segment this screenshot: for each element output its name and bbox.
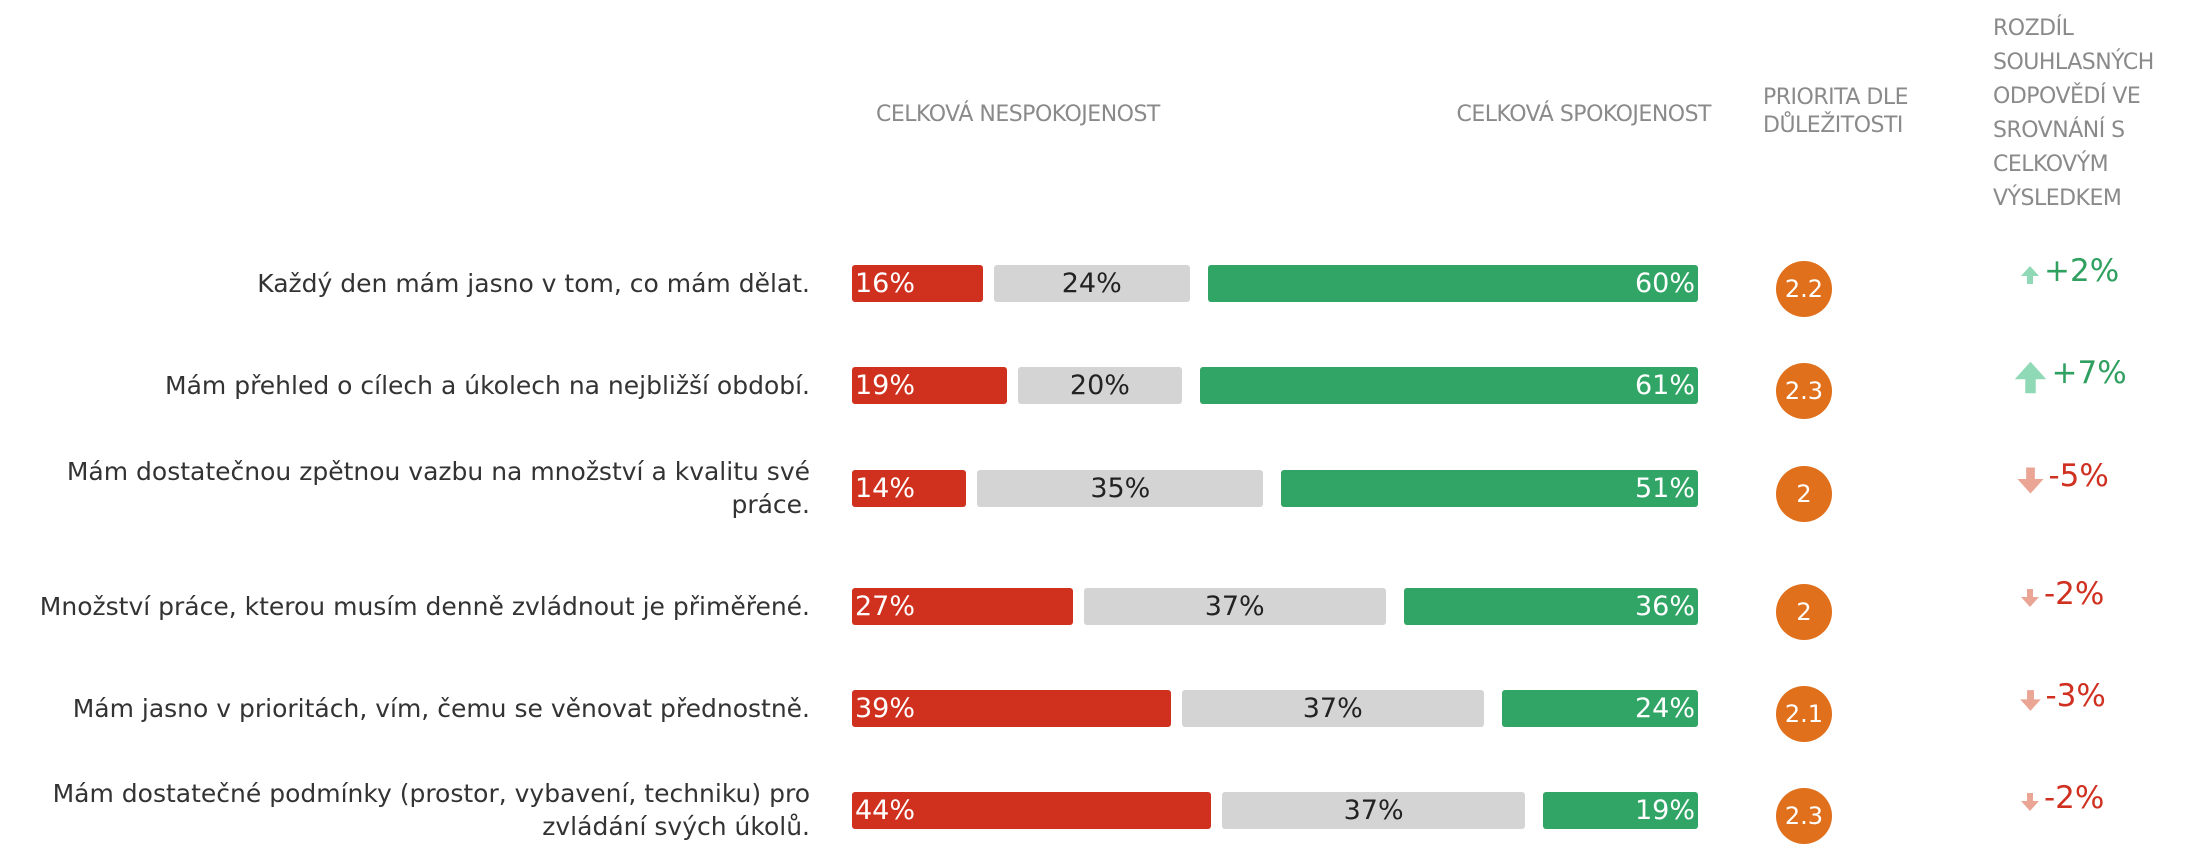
arrow-shape [2019, 689, 2041, 711]
bar-segment: 37% [1222, 792, 1525, 829]
row-label: Množství práce, kterou musím denně zvlád… [39, 591, 810, 621]
bar-segment: 39% [852, 690, 1171, 727]
arrow-shape [2014, 361, 2046, 393]
bar-segment: 27% [852, 588, 1073, 625]
priority-badge: 2.2 [1776, 261, 1832, 317]
bar-segment: 14% [852, 470, 967, 507]
arrow-shape [2021, 793, 2039, 811]
bar-segment: 35% [977, 470, 1264, 507]
header: CELKOVÁ NESPOKOJENOST [876, 102, 1160, 127]
bar-segment: 19% [852, 367, 1008, 404]
row-label: Mám dostatečné podmínky (prostor, vybave… [52, 779, 810, 841]
bar-segment: 16% [852, 265, 983, 302]
row-label: Mám přehled o cílech a úkolech na nejbli… [165, 370, 810, 400]
difference-arrow [2014, 361, 2046, 393]
difference-label: +7% [2051, 355, 2127, 391]
header: PRIORITA DLE DŮLEŽITOSTI [1763, 85, 1909, 138]
priority-badge: 2 [1776, 466, 1832, 522]
difference-label: -5% [2048, 458, 2109, 494]
bar-segment: 24% [1501, 690, 1698, 727]
bar-segment: 44% [852, 792, 1212, 829]
bar-segment: 60% [1207, 265, 1698, 302]
bar-segment: 37% [1083, 588, 1386, 625]
priority-badge: 2.3 [1776, 788, 1832, 844]
row-label: Mám jasno v prioritách, vím, čemu se věn… [72, 693, 810, 723]
difference-arrow [2021, 589, 2039, 607]
bar-segment: 24% [993, 265, 1190, 302]
difference-arrow [2021, 266, 2039, 284]
arrow-shape [2016, 466, 2044, 494]
bar-segment: 37% [1181, 690, 1484, 727]
difference-label: -3% [2045, 678, 2106, 714]
header: ROZDÍL SOUHLASNÝCH ODPOVĚDÍ VE SROVNÁNÍ … [1993, 16, 2154, 211]
header: CELKOVÁ SPOKOJENOST [1456, 102, 1711, 127]
difference-arrow [2016, 466, 2044, 494]
priority-badge: 2 [1776, 584, 1832, 640]
difference-label: -2% [2044, 780, 2105, 816]
priority-badge: 2.3 [1776, 363, 1832, 419]
bar-segment: 19% [1542, 792, 1698, 829]
difference-label: +2% [2044, 253, 2120, 289]
difference-arrow [2019, 689, 2041, 711]
difference-label: -2% [2044, 576, 2105, 612]
arrow-shape [2021, 266, 2039, 284]
arrow-shape [2021, 589, 2039, 607]
row-label: Mám dostatečnou zpětnou vazbu na množstv… [66, 457, 810, 519]
difference-arrow [2021, 793, 2039, 811]
bar-segment: 51% [1281, 470, 1698, 507]
bar-segment: 36% [1403, 588, 1698, 625]
priority-badge: 2.1 [1776, 686, 1832, 742]
row-label: Každý den mám jasno v tom, co mám dělat. [257, 268, 810, 298]
bar-segment: 61% [1199, 367, 1698, 404]
bar-segment: 20% [1018, 367, 1182, 404]
